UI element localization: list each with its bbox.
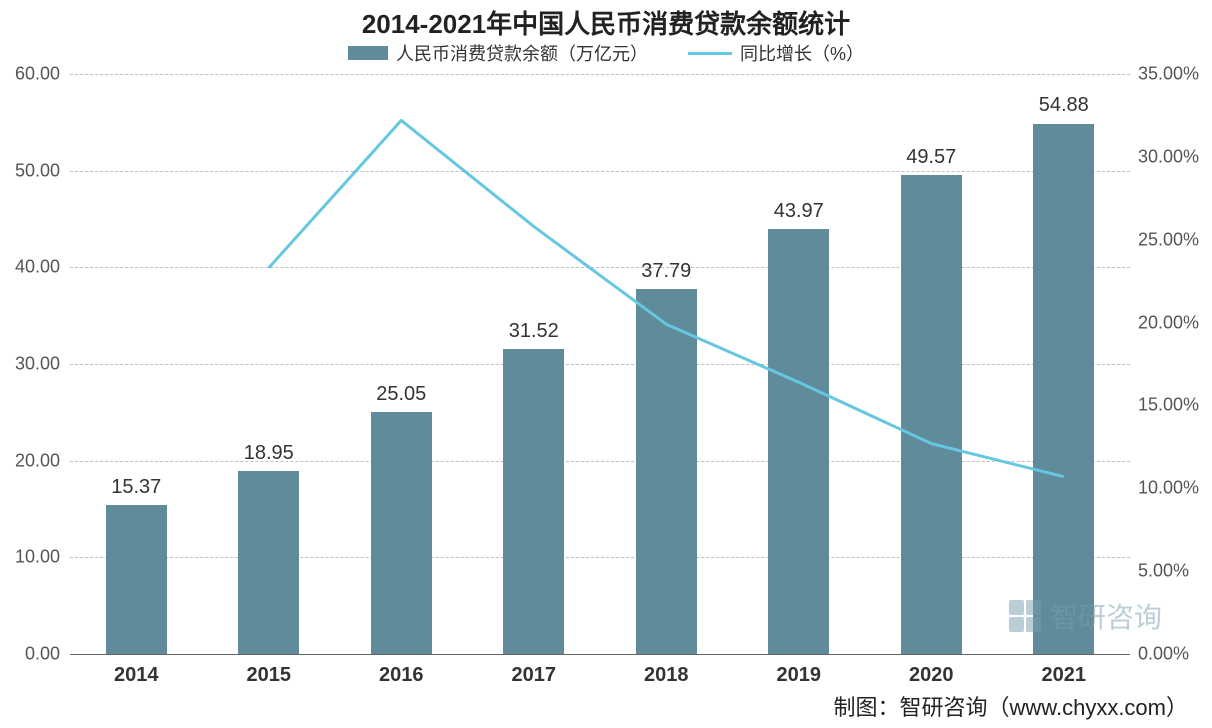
y-right-tick: 30.00% <box>1138 146 1199 167</box>
y-left-tick: 60.00 <box>0 64 60 85</box>
watermark: 智研咨询 <box>1008 596 1162 636</box>
y-left-tick: 30.00 <box>0 354 60 375</box>
legend-item-line: 同比增长（%） <box>688 40 864 66</box>
y-right-tick: 25.00% <box>1138 229 1199 250</box>
legend-line-label: 同比增长（%） <box>740 40 864 66</box>
x-tick: 2021 <box>1042 664 1087 687</box>
source-credit: 制图：智研咨询（www.chyxx.com） <box>834 690 1188 722</box>
x-tick: 2014 <box>114 664 159 687</box>
x-tick: 2016 <box>379 664 424 687</box>
watermark-icon <box>1008 599 1042 633</box>
y-right-tick: 10.00% <box>1138 478 1199 499</box>
y-left-tick: 40.00 <box>0 257 60 278</box>
x-tick: 2015 <box>247 664 292 687</box>
x-tick: 2017 <box>512 664 557 687</box>
y-right-tick: 15.00% <box>1138 395 1199 416</box>
y-left-tick: 50.00 <box>0 160 60 181</box>
x-axis-layer: 20142015201620172018201920202021 <box>70 74 1130 654</box>
plot-area: 15.3718.9525.0531.5237.7943.9749.5754.88… <box>70 74 1130 654</box>
y-right-tick: 0.00% <box>1138 644 1189 665</box>
x-tick: 2019 <box>777 664 822 687</box>
legend-bar-label: 人民币消费贷款余额（万亿元） <box>396 40 648 66</box>
legend: 人民币消费贷款余额（万亿元） 同比增长（%） <box>0 40 1212 66</box>
x-axis-line <box>70 654 1130 655</box>
x-tick: 2020 <box>909 664 954 687</box>
y-right-tick: 20.00% <box>1138 312 1199 333</box>
x-tick: 2018 <box>644 664 689 687</box>
y-right-tick: 5.00% <box>1138 561 1189 582</box>
y-left-tick: 20.00 <box>0 450 60 471</box>
chart-title: 2014-2021年中国人民币消费贷款余额统计 <box>0 4 1212 41</box>
legend-swatch-line <box>688 52 732 55</box>
y-right-tick: 35.00% <box>1138 64 1199 85</box>
y-left-tick: 10.00 <box>0 547 60 568</box>
chart-container: 2014-2021年中国人民币消费贷款余额统计 人民币消费贷款余额（万亿元） 同… <box>0 0 1212 728</box>
y-left-tick: 0.00 <box>0 644 60 665</box>
legend-item-bar: 人民币消费贷款余额（万亿元） <box>348 40 648 66</box>
watermark-text: 智研咨询 <box>1050 596 1162 636</box>
legend-swatch-bar <box>348 46 388 60</box>
